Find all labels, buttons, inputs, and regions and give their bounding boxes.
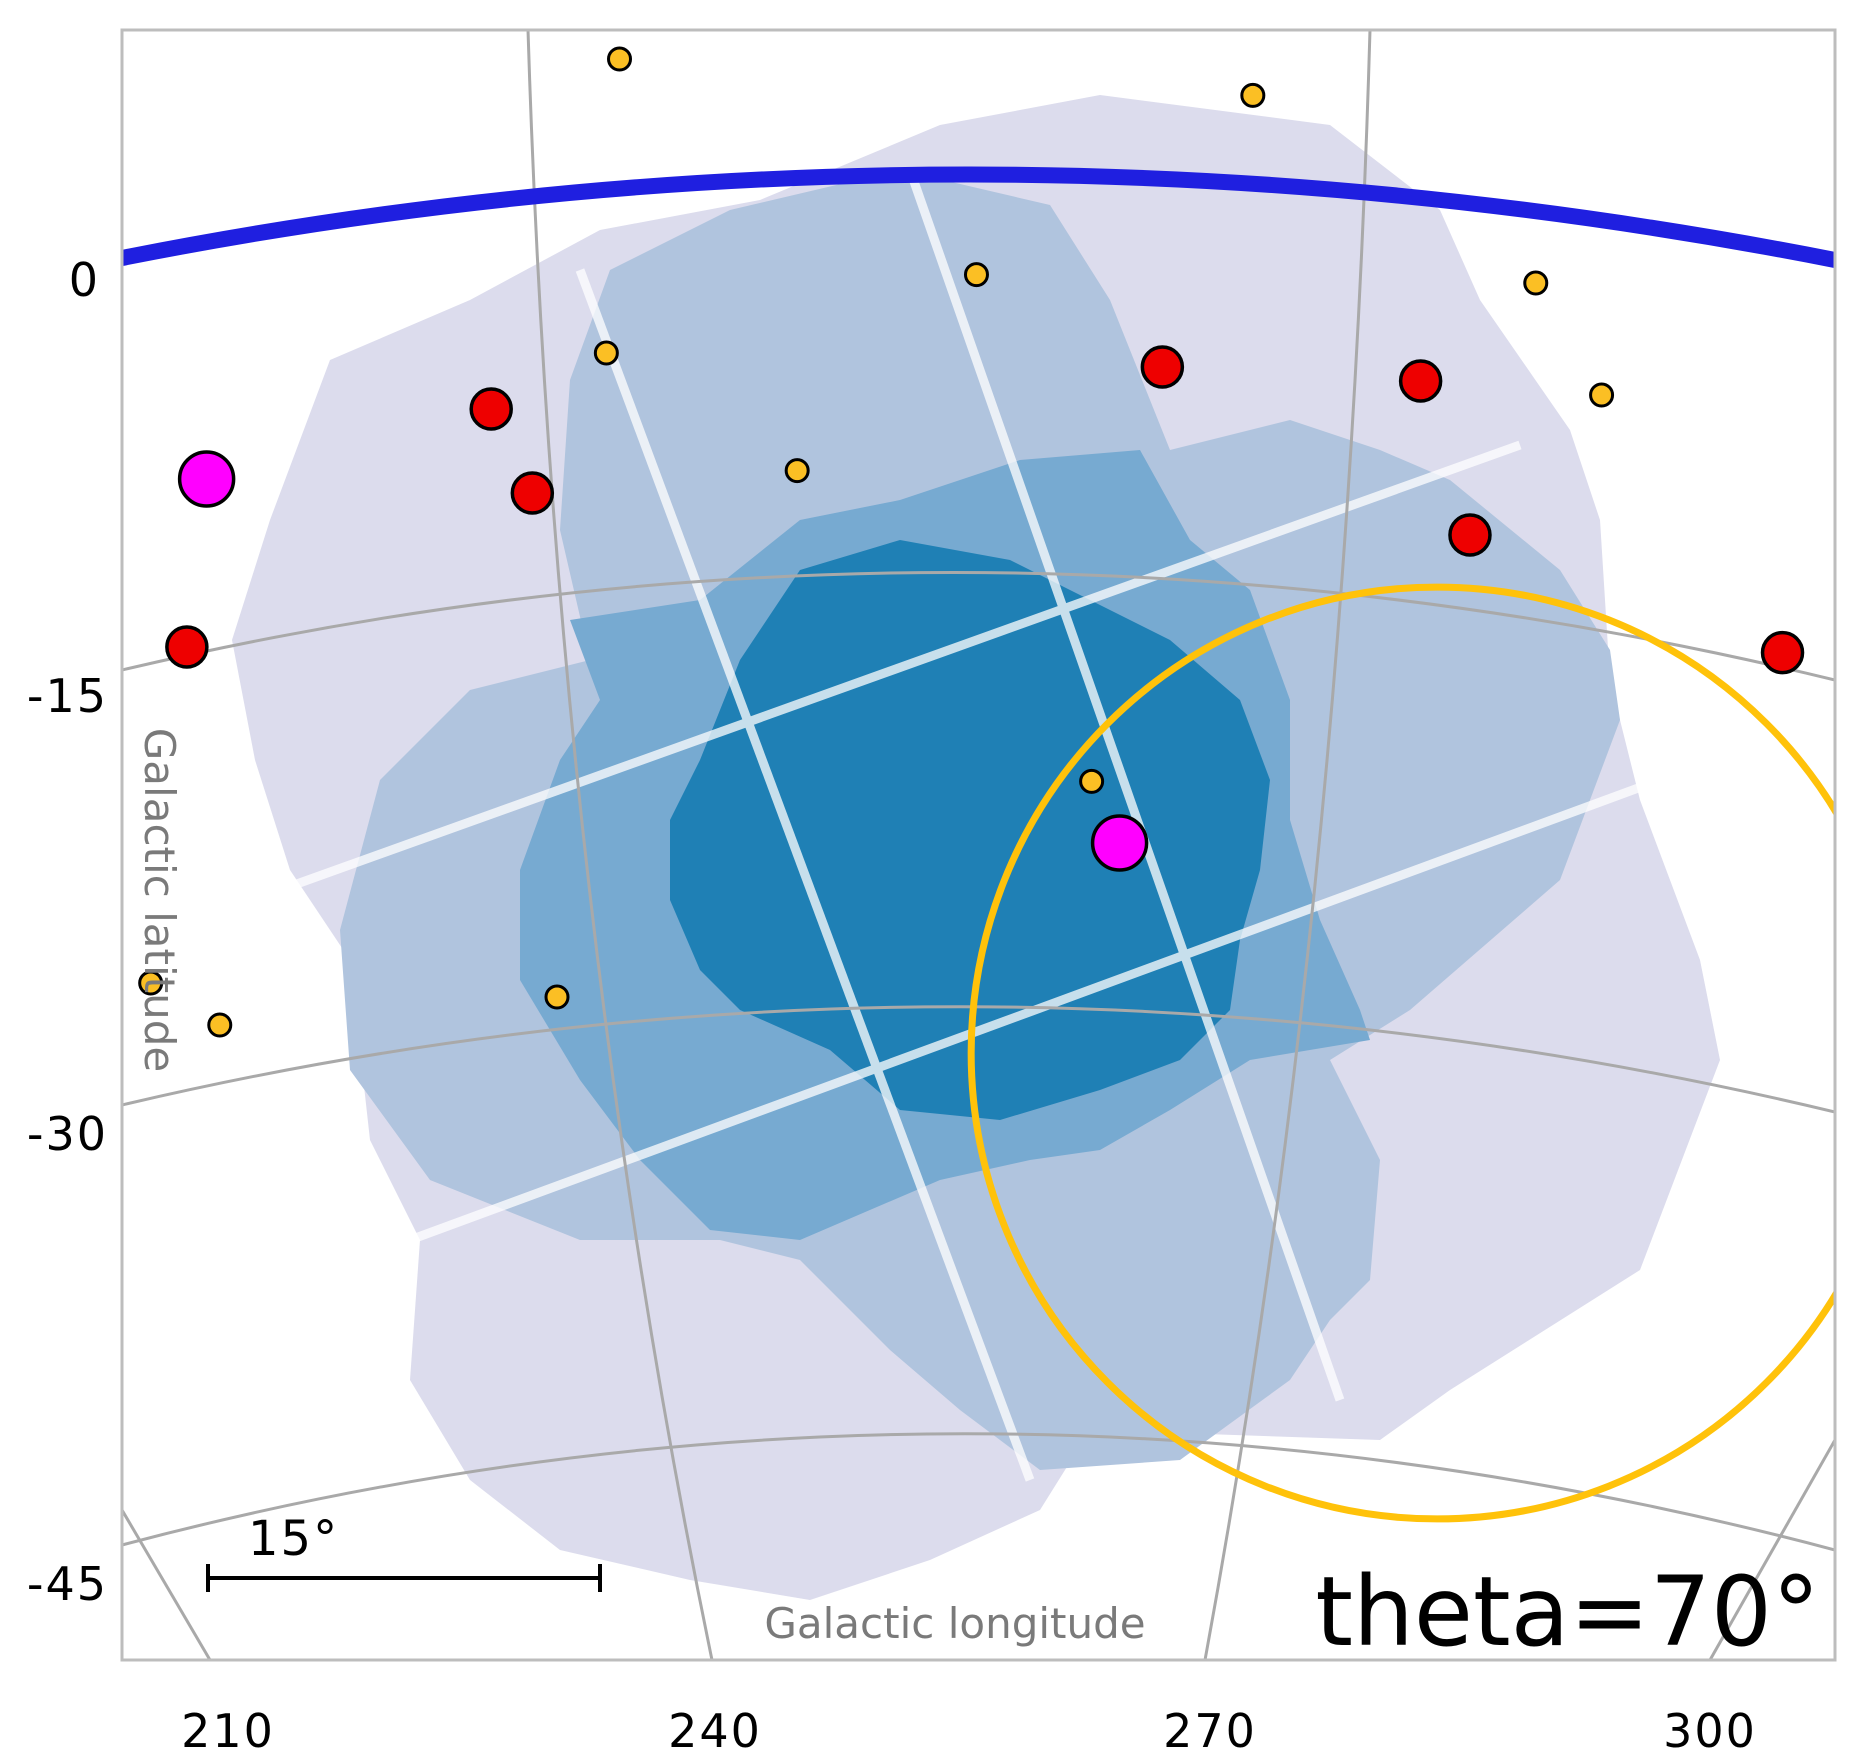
red-source [469,387,513,431]
galactic-plane [122,166,1835,268]
yellow-source [1589,382,1615,408]
y-tick-label: 0 [69,253,100,307]
theta-circle [967,583,1835,1523]
yellow-source [784,458,810,484]
yellow-source [1240,82,1266,108]
magenta-source [1090,814,1149,872]
yellow-source [544,984,570,1010]
red-source [1140,345,1185,389]
plot-area [122,30,1835,1660]
magenta-source [177,450,236,508]
grid-lon-210 [122,1509,212,1660]
x-tick-labels: 210 240 270 300 [181,1704,1757,1750]
red-source [165,625,209,669]
yellow-source [1523,270,1549,296]
y-tick-label: -30 [27,1107,108,1161]
grid-lon-240 [526,30,714,1660]
y-tick-labels: 0 -15 -30 -45 [27,253,108,1611]
grid-lat--45 [122,1432,1835,1552]
yellow-source [593,340,619,366]
scale-bar [206,1564,602,1592]
grid-lon-300 [1708,1439,1835,1660]
yellow-source [138,970,164,996]
x-tick-label: 270 [1163,1704,1257,1750]
red-source [1760,630,1805,675]
y-tick-label: -15 [27,669,108,723]
red-source [1398,359,1443,403]
yellow-source [1079,768,1105,794]
scale-bar-label: 15° [248,1511,339,1567]
source-points [138,46,1805,1038]
grid-lat--15 [122,570,1835,682]
plot-frame [120,28,1837,1662]
red-source [510,471,555,515]
x-tick-label: 210 [181,1704,275,1750]
grid-lon-270 [1203,30,1372,1660]
yellow-source [207,1012,233,1038]
x-tick-label: 300 [1663,1704,1757,1750]
y-axis-label: Galactic latitude [135,728,184,1073]
red-source [1448,513,1492,557]
footprint-gaps [278,168,1662,1482]
x-tick-label: 240 [668,1704,762,1750]
theta-annotation: theta=70° [1315,1556,1820,1668]
graticule [122,30,1835,1660]
yellow-source [607,46,633,72]
x-axis-label: Galactic longitude [764,1599,1145,1648]
y-tick-label: -45 [27,1557,108,1611]
yellow-source [963,262,989,288]
